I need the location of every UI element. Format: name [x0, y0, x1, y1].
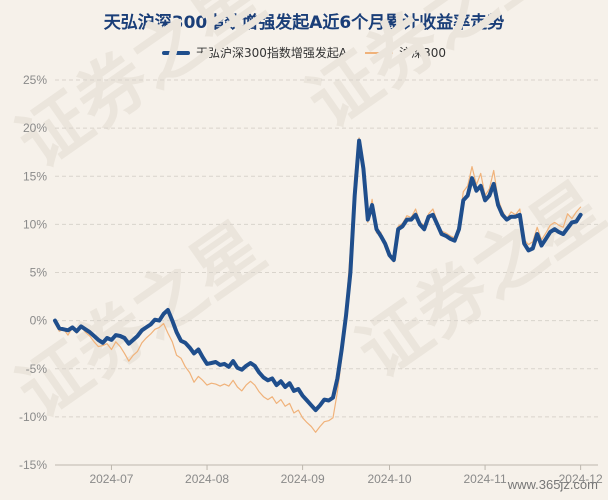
series-line-index	[54, 137, 582, 433]
x-tick-label: 2024-10	[367, 472, 411, 486]
background-watermark-text: 证券之星	[343, 166, 608, 394]
x-tick-label: 2024-08	[185, 472, 229, 486]
background-watermark-text: 证券之星	[293, 0, 569, 144]
chart-legend: 天弘沪深300指数增强发起A 沪深300	[0, 44, 608, 61]
legend-item-index[interactable]: 沪深300	[365, 44, 446, 61]
y-tick-label: 0%	[30, 314, 48, 328]
x-tick-label: 2024-12	[559, 472, 603, 486]
series-line-fund	[53, 138, 583, 413]
y-tick-label: 20%	[23, 121, 47, 135]
y-tick-label: 25%	[23, 73, 47, 87]
site-watermark: www.365jz.com	[507, 477, 598, 492]
legend-swatch-index	[365, 51, 394, 54]
legend-item-fund[interactable]: 天弘沪深300指数增强发起A	[161, 44, 348, 61]
legend-swatch-fund	[161, 50, 190, 55]
y-tick-label: 15%	[23, 169, 47, 183]
x-tick-label: 2024-07	[89, 472, 133, 486]
legend-label-index: 沪深300	[399, 46, 447, 60]
x-tick-label: 2024-09	[281, 472, 325, 486]
y-tick-label: -15%	[19, 458, 47, 472]
chart-title: 天弘沪深300指数增强发起A近6个月累计收益率走势	[103, 13, 505, 33]
legend-label-fund: 天弘沪深300指数增强发起A	[195, 46, 348, 60]
y-tick-label: 10%	[23, 217, 47, 231]
y-tick-label: -5%	[26, 362, 48, 376]
y-tick-label: 5%	[30, 266, 48, 280]
background-watermark-text: 证券之星	[3, 0, 279, 184]
x-tick-label: 2024-11	[463, 472, 506, 486]
y-tick-label: -10%	[19, 410, 47, 424]
